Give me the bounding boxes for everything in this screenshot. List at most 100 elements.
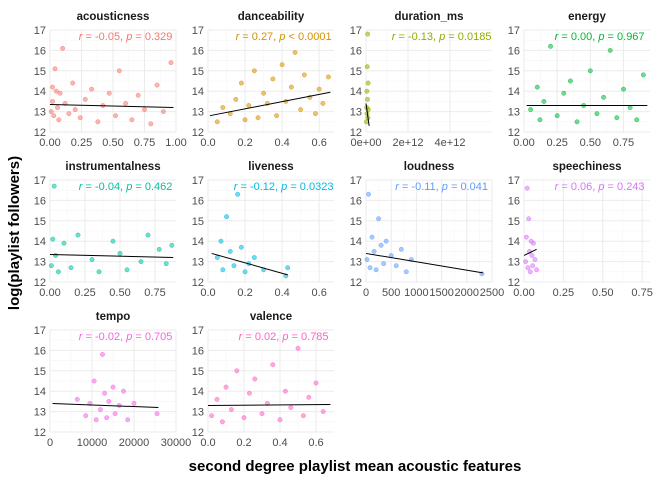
- data-point: [89, 257, 95, 263]
- data-point: [241, 415, 247, 421]
- data-point: [523, 259, 529, 265]
- data-point: [277, 417, 283, 423]
- y-tick-label: 12: [34, 277, 46, 289]
- x-tick-label: 1500: [429, 287, 453, 299]
- y-tick-label: 13: [34, 107, 46, 119]
- y-tick-label: 13: [508, 257, 520, 269]
- x-tick-label: 500: [382, 287, 400, 299]
- data-point: [634, 117, 640, 123]
- data-point: [528, 107, 534, 113]
- data-point: [366, 191, 371, 197]
- fit-line: [365, 103, 370, 126]
- y-tick-label: 16: [350, 45, 362, 57]
- data-point: [214, 119, 220, 125]
- data-point: [55, 269, 61, 275]
- y-tick-label: 14: [350, 236, 362, 248]
- data-point: [523, 234, 529, 240]
- y-tick-label: 13: [192, 107, 204, 119]
- data-point: [365, 80, 371, 86]
- x-tick-label: 0.75: [134, 137, 155, 149]
- data-point: [106, 398, 112, 404]
- data-point: [95, 119, 101, 125]
- y-tick-label: 17: [192, 325, 204, 337]
- data-point: [131, 400, 137, 406]
- facet-loudness: loudness 12 13 14 15 16 17 0 500 1000 1500 2000 2500…: [350, 161, 504, 299]
- data-point: [116, 68, 122, 74]
- data-point: [526, 216, 532, 222]
- data-point: [51, 113, 57, 119]
- x-tick-label: 0.2: [237, 137, 252, 149]
- data-point: [301, 72, 307, 78]
- data-point: [270, 362, 276, 368]
- x-tick-label: 0.6: [312, 137, 327, 149]
- x-tick-label: 10000: [77, 437, 108, 449]
- data-point: [574, 119, 580, 125]
- data-point: [74, 396, 80, 402]
- facet-title: duration_ms: [394, 11, 463, 23]
- data-point: [68, 265, 74, 271]
- data-point: [325, 74, 331, 80]
- x-tick-label: 0.25: [553, 287, 574, 299]
- data-point: [224, 214, 229, 220]
- data-point: [160, 109, 166, 115]
- x-tick-label: 0.50: [580, 137, 601, 149]
- data-point: [381, 261, 387, 267]
- data-point: [209, 413, 215, 419]
- y-tick-label: 15: [350, 216, 362, 228]
- data-point: [50, 236, 56, 242]
- facet-title: valence: [250, 311, 292, 323]
- y-tick-label: 17: [34, 25, 46, 37]
- correlation-annotation: r = -0.12, p = 0.0323: [234, 181, 334, 193]
- data-point: [393, 263, 399, 269]
- y-tick-label: 14: [192, 86, 204, 98]
- y-tick-label: 12: [192, 427, 204, 439]
- data-point: [246, 103, 252, 108]
- facet-instrumentalness: instrumentalness 12 13 14 15 16 17 0.00 0.25 0.50…: [34, 161, 176, 299]
- data-point: [169, 242, 175, 248]
- facet-title: energy: [568, 11, 606, 23]
- data-point: [365, 96, 370, 102]
- correlation-annotation: r = 0.00, p = 0.967: [555, 31, 645, 43]
- x-tick-label: 0.25: [74, 287, 95, 299]
- data-point: [530, 263, 536, 269]
- x-tick-label: 0.0: [200, 287, 215, 299]
- y-tick-label: 17: [508, 175, 520, 187]
- data-point: [154, 82, 160, 88]
- facet-title: tempo: [96, 311, 131, 323]
- data-point: [145, 232, 151, 238]
- data-point: [252, 376, 258, 382]
- data-point: [117, 250, 123, 256]
- data-point: [238, 80, 244, 86]
- y-tick-label: 12: [34, 427, 46, 439]
- data-point: [219, 419, 225, 425]
- y-axis-title: log(playlist followers): [6, 156, 23, 310]
- x-tick-label: 0.50: [592, 287, 613, 299]
- data-point: [270, 76, 276, 82]
- data-point: [320, 409, 326, 415]
- data-point: [51, 183, 57, 189]
- y-tick-label: 14: [34, 86, 46, 98]
- correlation-annotation: r = -0.05, p = 0.329: [79, 31, 173, 43]
- y-tick-label: 13: [192, 407, 204, 419]
- data-point: [125, 417, 131, 423]
- y-tick-label: 14: [192, 236, 204, 248]
- data-point: [220, 105, 226, 110]
- correlation-annotation: r = -0.13, p = 0.0185: [392, 31, 492, 43]
- y-tick-label: 15: [350, 66, 362, 78]
- y-tick-label: 16: [192, 45, 204, 57]
- correlation-annotation: r = -0.04, p = 0.462: [79, 181, 173, 193]
- y-tick-label: 13: [192, 257, 204, 269]
- data-point: [261, 90, 267, 96]
- data-point: [52, 66, 58, 72]
- y-tick-label: 16: [34, 195, 46, 207]
- data-point: [621, 86, 626, 92]
- data-point: [373, 267, 379, 273]
- data-point: [364, 257, 370, 263]
- fit-line: [52, 402, 159, 409]
- x-tick-label: 0.00: [513, 137, 534, 149]
- data-point: [607, 47, 613, 53]
- y-tick-label: 13: [508, 107, 520, 119]
- data-point: [91, 378, 97, 384]
- data-point: [57, 90, 63, 96]
